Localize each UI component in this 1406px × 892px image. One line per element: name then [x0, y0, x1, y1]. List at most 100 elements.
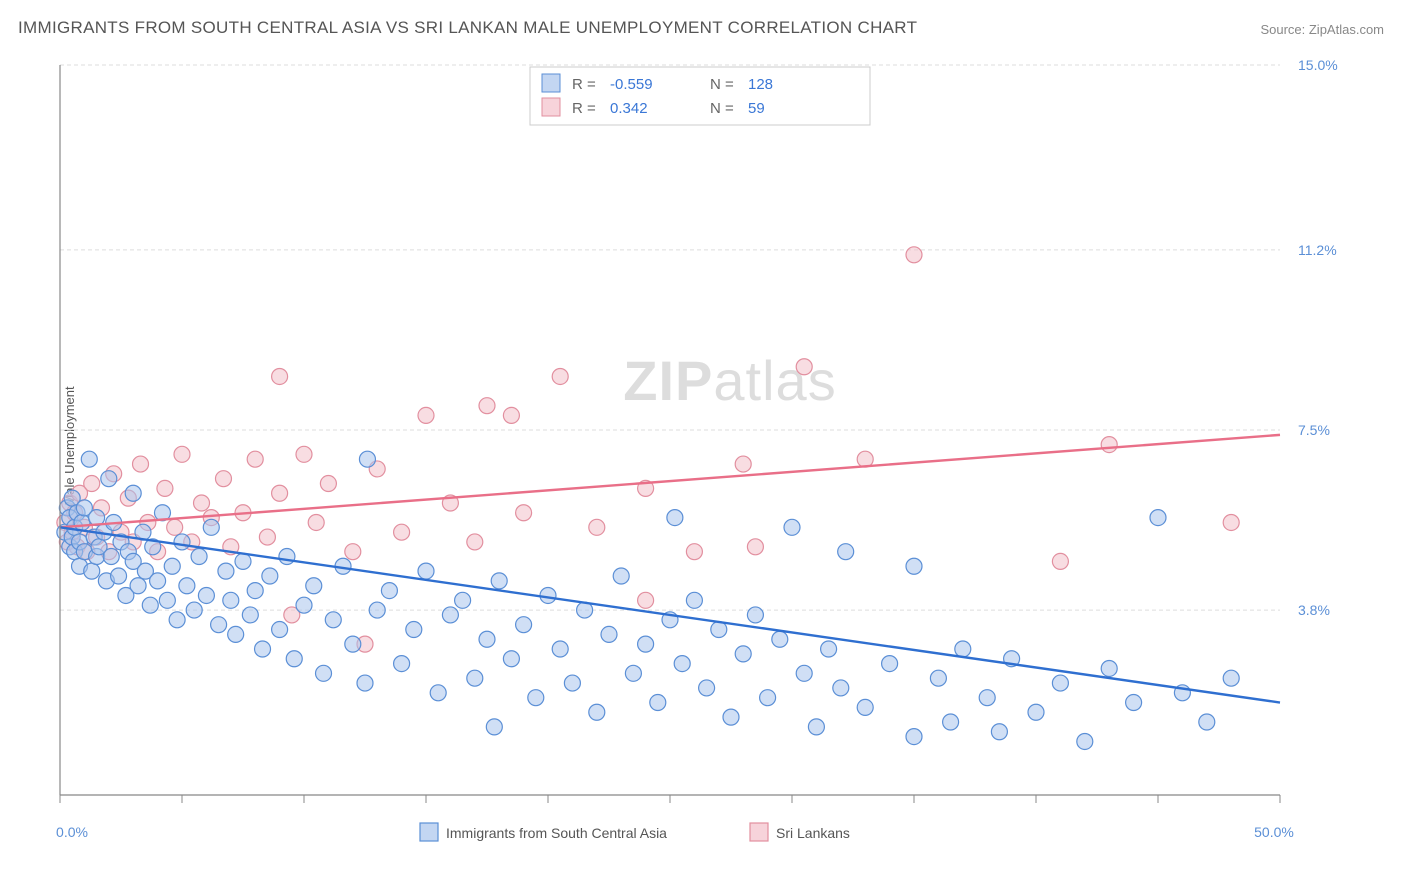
scatter-point: [259, 529, 275, 545]
stats-R-value: 0.342: [610, 100, 648, 117]
scatter-point: [103, 549, 119, 565]
scatter-point: [723, 709, 739, 725]
scatter-point: [198, 587, 214, 603]
scatter-point: [133, 456, 149, 472]
scatter-point: [589, 519, 605, 535]
scatter-point: [418, 563, 434, 579]
scatter-point: [784, 519, 800, 535]
scatter-point: [516, 617, 532, 633]
scatter-point: [272, 368, 288, 384]
scatter-point: [279, 549, 295, 565]
scatter-point: [211, 617, 227, 633]
scatter-point: [130, 578, 146, 594]
scatter-point: [191, 549, 207, 565]
scatter-point: [1028, 704, 1044, 720]
scatter-point: [564, 675, 580, 691]
scatter-point: [150, 573, 166, 589]
scatter-point: [1199, 714, 1215, 730]
scatter-point: [638, 592, 654, 608]
legend-swatch: [420, 823, 438, 841]
scatter-point: [882, 656, 898, 672]
scatter-point: [125, 485, 141, 501]
y-tick-label: 3.8%: [1298, 602, 1330, 618]
scatter-point: [686, 544, 702, 560]
chart-svg: 3.8%7.5%11.2%15.0%ZIPatlas0.0%50.0%R =-0…: [50, 55, 1340, 865]
scatter-point: [674, 656, 690, 672]
scatter-point: [174, 534, 190, 550]
scatter-point: [955, 641, 971, 657]
scatter-point: [1223, 670, 1239, 686]
scatter-point: [686, 592, 702, 608]
scatter-point: [906, 247, 922, 263]
y-tick-label: 7.5%: [1298, 422, 1330, 438]
scatter-point: [808, 719, 824, 735]
scatter-point: [81, 451, 97, 467]
scatter-point: [286, 651, 302, 667]
scatter-point: [418, 407, 434, 423]
x-tick-label: 0.0%: [56, 824, 88, 840]
scatter-point: [857, 699, 873, 715]
scatter-point: [255, 641, 271, 657]
x-tick-label: 50.0%: [1254, 824, 1294, 840]
scatter-point: [747, 539, 763, 555]
chart-area: 3.8%7.5%11.2%15.0%ZIPatlas0.0%50.0%R =-0…: [50, 55, 1340, 825]
scatter-point: [369, 602, 385, 618]
scatter-point: [442, 607, 458, 623]
scatter-point: [235, 553, 251, 569]
scatter-point: [169, 612, 185, 628]
scatter-point: [503, 407, 519, 423]
scatter-point: [320, 476, 336, 492]
scatter-point: [467, 534, 483, 550]
scatter-point: [930, 670, 946, 686]
scatter-point: [430, 685, 446, 701]
scatter-point: [157, 480, 173, 496]
scatter-point: [772, 631, 788, 647]
scatter-point: [1150, 510, 1166, 526]
scatter-point: [381, 583, 397, 599]
stats-R-label: R =: [572, 76, 596, 93]
scatter-point: [359, 451, 375, 467]
scatter-point: [84, 476, 100, 492]
scatter-point: [1052, 553, 1068, 569]
scatter-point: [516, 505, 532, 521]
scatter-point: [503, 651, 519, 667]
scatter-point: [486, 719, 502, 735]
scatter-point: [174, 446, 190, 462]
source-attribution: Source: ZipAtlas.com: [1260, 22, 1384, 37]
scatter-point: [247, 583, 263, 599]
scatter-point: [552, 368, 568, 384]
scatter-point: [906, 558, 922, 574]
scatter-point: [1126, 695, 1142, 711]
scatter-point: [760, 690, 776, 706]
scatter-point: [394, 656, 410, 672]
scatter-point: [601, 626, 617, 642]
scatter-point: [821, 641, 837, 657]
scatter-point: [650, 695, 666, 711]
chart-title: IMMIGRANTS FROM SOUTH CENTRAL ASIA VS SR…: [18, 18, 917, 38]
scatter-point: [1052, 675, 1068, 691]
scatter-point: [325, 612, 341, 628]
scatter-point: [991, 724, 1007, 740]
scatter-point: [1223, 514, 1239, 530]
scatter-point: [306, 578, 322, 594]
scatter-point: [242, 607, 258, 623]
scatter-point: [159, 592, 175, 608]
legend-swatch: [542, 98, 560, 116]
stats-N-value: 59: [748, 100, 765, 117]
scatter-point: [215, 471, 231, 487]
scatter-point: [74, 514, 90, 530]
scatter-point: [394, 524, 410, 540]
scatter-point: [142, 597, 158, 613]
scatter-point: [296, 597, 312, 613]
scatter-point: [1077, 733, 1093, 749]
scatter-point: [479, 631, 495, 647]
scatter-point: [194, 495, 210, 511]
stats-N-label: N =: [710, 100, 734, 117]
y-tick-label: 15.0%: [1298, 57, 1338, 73]
scatter-point: [943, 714, 959, 730]
stats-R-label: R =: [572, 100, 596, 117]
scatter-point: [357, 675, 373, 691]
scatter-point: [228, 626, 244, 642]
scatter-point: [638, 636, 654, 652]
scatter-point: [528, 690, 544, 706]
